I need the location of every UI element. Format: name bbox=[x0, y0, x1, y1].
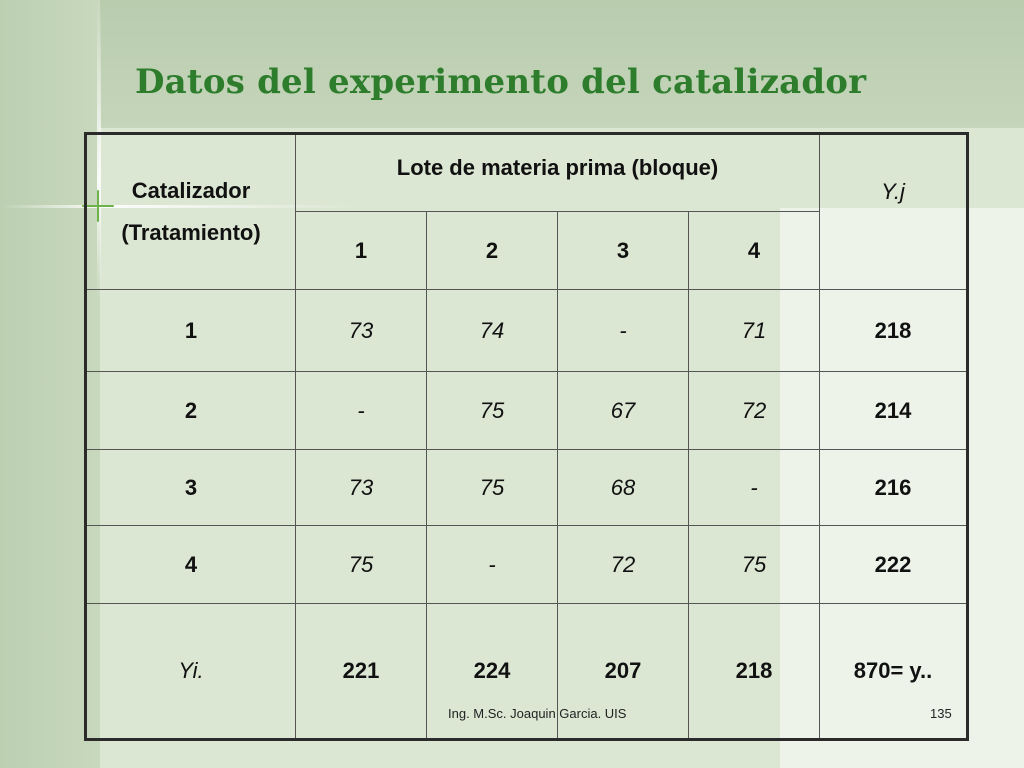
value-cell: - bbox=[557, 289, 689, 372]
slide-footer: Ing. M.Sc. Joaquin Garcia. UIS bbox=[448, 706, 627, 721]
table-row: 3 73 75 68 - 216 bbox=[85, 449, 968, 526]
block-label: 3 bbox=[557, 211, 689, 290]
column-total: 218 bbox=[688, 603, 820, 740]
value-cell: 75 bbox=[688, 525, 820, 604]
background-top bbox=[0, 0, 1024, 128]
value-cell: 73 bbox=[295, 289, 427, 372]
background-left bbox=[0, 0, 100, 768]
value-cell: - bbox=[688, 449, 820, 526]
header-row-total: Y.j bbox=[819, 133, 968, 290]
column-totals-row: Yi. 221 224 207 218 870= y.. bbox=[85, 603, 968, 740]
header-block: Lote de materia prima (bloque) bbox=[295, 133, 820, 212]
table-row: 2 - 75 67 72 214 bbox=[85, 371, 968, 450]
value-cell: 75 bbox=[295, 525, 427, 604]
treatment-label: 4 bbox=[85, 525, 296, 604]
value-cell: 67 bbox=[557, 371, 689, 450]
value-cell: 68 bbox=[557, 449, 689, 526]
value-cell: 75 bbox=[426, 449, 558, 526]
table-row: 1 73 74 - 71 218 bbox=[85, 289, 968, 372]
block-label: 1 bbox=[295, 211, 427, 290]
header-treatment-line1: Catalizador bbox=[131, 178, 251, 203]
row-total: 222 bbox=[819, 525, 968, 604]
value-cell: 73 bbox=[295, 449, 427, 526]
treatment-label: 2 bbox=[85, 371, 296, 450]
column-totals-label: Yi. bbox=[85, 603, 296, 740]
slide-title: Datos del experimento del catalizador bbox=[135, 62, 867, 102]
column-total: 221 bbox=[295, 603, 427, 740]
column-total: 207 bbox=[557, 603, 689, 740]
header-treatment-line2: (Tratamiento) bbox=[121, 220, 261, 245]
table-row: 4 75 - 72 75 222 bbox=[85, 525, 968, 604]
value-cell: 74 bbox=[426, 289, 558, 372]
value-cell: 75 bbox=[426, 371, 558, 450]
block-label: 4 bbox=[688, 211, 820, 290]
page-number: 135 bbox=[930, 706, 952, 721]
row-total: 216 bbox=[819, 449, 968, 526]
grand-total: 870= y.. bbox=[819, 603, 968, 740]
row-total: 214 bbox=[819, 371, 968, 450]
row-total: 218 bbox=[819, 289, 968, 372]
column-total: 224 bbox=[426, 603, 558, 740]
value-cell: - bbox=[295, 371, 427, 450]
block-label: 2 bbox=[426, 211, 558, 290]
value-cell: 72 bbox=[557, 525, 689, 604]
value-cell: 72 bbox=[688, 371, 820, 450]
header-treatment: Catalizador (Tratamiento) bbox=[85, 133, 296, 290]
experiment-table: Catalizador (Tratamiento) Lote de materi… bbox=[84, 132, 969, 741]
treatment-label: 1 bbox=[85, 289, 296, 372]
treatment-label: 3 bbox=[85, 449, 296, 526]
value-cell: - bbox=[426, 525, 558, 604]
value-cell: 71 bbox=[688, 289, 820, 372]
